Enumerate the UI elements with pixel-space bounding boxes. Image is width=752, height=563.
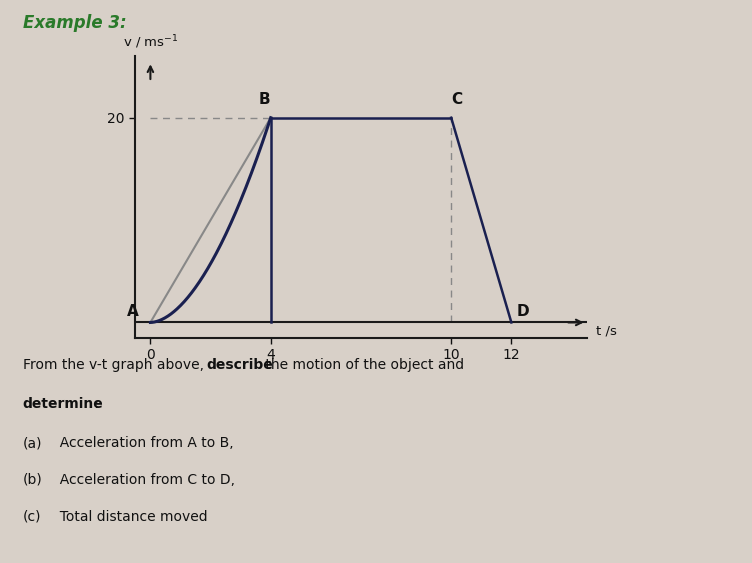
Text: C: C [452, 92, 462, 108]
Text: determine: determine [23, 397, 103, 411]
Text: Total distance moved: Total distance moved [51, 510, 208, 524]
Text: the motion of the object and: the motion of the object and [261, 358, 464, 372]
Text: D: D [517, 305, 529, 319]
Text: Acceleration from A to B,: Acceleration from A to B, [51, 436, 234, 450]
Text: (b): (b) [23, 473, 42, 487]
Text: Example 3:: Example 3: [23, 14, 126, 32]
Text: v / ms$^{-1}$: v / ms$^{-1}$ [123, 34, 178, 51]
Text: B: B [259, 92, 271, 108]
Text: :: : [90, 397, 99, 411]
Text: (c): (c) [23, 510, 41, 524]
Text: (a): (a) [23, 436, 42, 450]
Text: From the v-t graph above,: From the v-t graph above, [23, 358, 208, 372]
Text: t /s: t /s [596, 324, 617, 337]
Text: Acceleration from C to D,: Acceleration from C to D, [51, 473, 235, 487]
Text: describe: describe [207, 358, 274, 372]
Text: A: A [126, 305, 138, 319]
